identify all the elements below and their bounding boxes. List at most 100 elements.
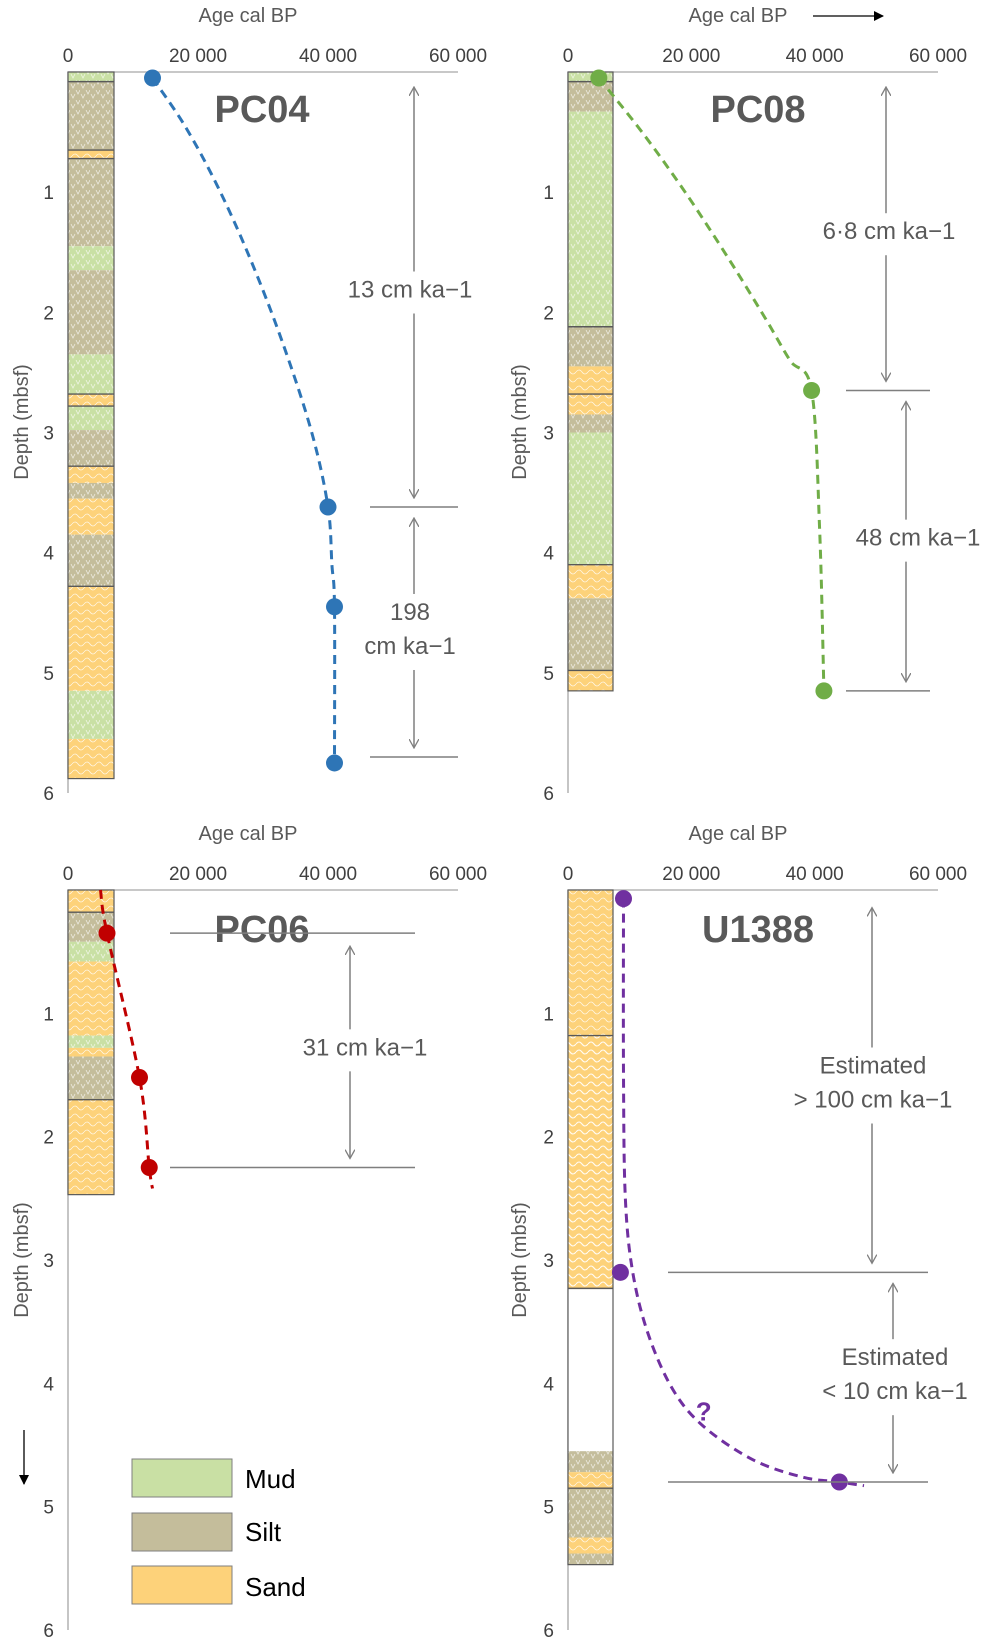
core-title: PC06 [214,909,309,951]
lithology-layer-silt [568,1488,613,1538]
lithology-layer-silt [68,482,114,499]
age-depth-curve [597,77,826,691]
x-tick-label: 40 000 [299,46,357,67]
age-depth-curve [151,77,337,763]
legend-label-silt: Silt [245,1517,282,1547]
x-tick-label: 0 [63,46,74,67]
x-tick-label: 20 000 [662,46,720,67]
lithology-layer-blank [568,1288,613,1452]
lithology-layer-silt [568,81,613,112]
panel-u1388: Age cal BP 0 20 000 40 000 60 000 1 2 3 4 5 6 Depth… [509,823,968,1637]
x-tick-label: 40 000 [786,864,844,885]
lithology-layer-silt [68,534,114,587]
y-tick-label: 1 [43,183,54,204]
lithology-layer-silt [568,326,613,367]
lithology-layer-sand [68,466,114,483]
lithology-layer-sand [568,670,613,691]
lithology-column [567,889,614,1566]
rate-label: 198 [390,599,430,626]
lithology-layer-silt [568,414,613,433]
y-tick-label: 3 [43,1251,54,1272]
lithology-layer-sand [568,890,613,1036]
date-point [590,69,608,87]
y-tick-label: 6 [43,784,54,805]
lithology-layer-sand [568,564,613,599]
y-tick-label: 6 [43,1621,54,1637]
y-tick-label: 2 [543,303,554,324]
y-tick-label: 3 [543,1251,554,1272]
x-tick-label: 0 [563,46,574,67]
rate-label: 31 cm ka−1 [303,1034,428,1061]
lithology-layer-mud [68,72,114,82]
x-axis-title: Age cal BP [199,5,298,27]
rate-label: > 100 cm ka−1 [794,1086,953,1113]
y-tick-label: 2 [43,1128,54,1149]
lithology-layer-mud [68,941,114,962]
rate-label: < 10 cm ka−1 [822,1378,967,1405]
lithology-layer-sand [68,498,114,535]
age-depth-curve [621,898,865,1488]
y-tick-label: 5 [43,664,54,685]
y-tick-label: 1 [543,183,554,204]
x-tick-label: 40 000 [299,864,357,885]
legend-swatch-silt [131,1512,233,1552]
lithology-layer-silt [68,430,114,467]
y-tick-label: 5 [543,664,554,685]
lithology-layer-silt [68,1056,114,1100]
x-tick-label: 60 000 [429,46,487,67]
y-tick-label: 2 [43,303,54,324]
rate-label: Estimated [820,1052,927,1079]
x-tick-label: 60 000 [429,864,487,885]
lithology-layer-mud [68,246,114,271]
x-axis-title: Age cal BP [199,823,298,845]
lithology-column-outline [567,889,614,1566]
y-tick-label: 5 [43,1498,54,1519]
y-tick-label: 4 [43,544,54,565]
x-axis-title: Age cal BP [689,823,788,845]
x-axis-title: Age cal BP [689,5,788,27]
lithology-layer-mud [568,111,613,327]
date-point [326,598,343,616]
lithology-layer-sand [68,961,114,1036]
lithology-column [67,889,115,1196]
lithology-layer-sand_hatch [568,1035,613,1289]
x-tick-label: 60 000 [909,864,967,885]
legend-swatch-mud [131,1458,233,1498]
date-point [615,890,632,908]
date-point [815,682,833,700]
legend-label-mud: Mud [245,1464,296,1494]
y-axis-title: Depth (mbsf) [11,364,33,480]
lithology-layer-sand [68,738,114,779]
lithology-column [67,71,115,780]
lithology-layer-silt [568,1451,613,1473]
y-tick-label: 5 [543,1498,554,1519]
panel-pc06: Age cal BP 0 20 000 40 000 60 000 1 2 3 4 5 6 Depth… [11,823,487,1637]
rate-label: cm ka−1 [364,633,455,660]
lithology-column-outline [67,889,115,1196]
legend: Mud Silt Sand [131,1458,306,1605]
lithology-layer-silt [68,270,114,355]
lithology-layer-sand [568,1537,613,1554]
y-tick-label: 6 [543,1621,554,1637]
x-tick-label: 0 [563,864,574,885]
date-point [144,69,161,87]
lithology-layer-sand [68,394,114,407]
date-point [803,381,821,399]
x-tick-label: 20 000 [169,864,227,885]
y-tick-label: 4 [543,544,554,565]
rate-label: Estimated [842,1344,949,1371]
core-title: U1388 [702,909,814,951]
rate-label: 6·8 cm ka−1 [823,218,956,245]
uncertain-label: ? [696,1396,712,1426]
date-point [611,1263,629,1281]
lithology-layer-mud [68,1035,114,1048]
lithology-layer-sand [68,890,114,913]
lithology-column-outline [567,71,614,692]
y-axis-title: Depth (mbsf) [509,364,531,480]
y-tick-label: 1 [543,1004,554,1025]
lithology-layer-mud [568,432,613,565]
legend-swatch-sand [131,1565,233,1605]
lithology-column [567,71,614,692]
date-point [140,1159,158,1176]
